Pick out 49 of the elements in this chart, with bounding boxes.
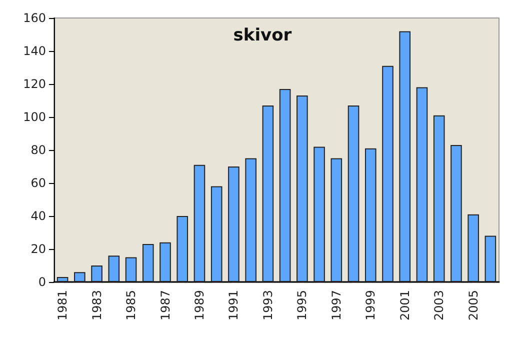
bar — [194, 164, 206, 282]
bar — [330, 158, 342, 282]
y-tick-label: 100 — [23, 110, 46, 124]
x-tick-label: 1983 — [90, 290, 104, 321]
x-tick-label: 1985 — [124, 290, 138, 321]
bar — [210, 186, 222, 282]
x-tick-label: 1987 — [158, 290, 172, 321]
bar — [125, 257, 137, 282]
y-tick-label: 20 — [30, 242, 46, 256]
x-tick-label: 1981 — [56, 290, 70, 321]
x-tick-label: 1995 — [295, 290, 310, 321]
bar — [91, 266, 102, 282]
bar — [142, 244, 154, 282]
bar — [416, 87, 428, 282]
bar — [348, 105, 360, 282]
y-tick-label: 140 — [23, 44, 46, 58]
y-tick-label: 80 — [30, 143, 46, 157]
x-tick-label: 2005 — [466, 290, 480, 321]
bar — [74, 272, 86, 282]
bar — [468, 214, 479, 282]
x-tick-label: 1991 — [226, 290, 241, 321]
x-tick-label: 1999 — [364, 290, 378, 321]
bar — [364, 148, 376, 282]
bar — [160, 242, 171, 282]
bar — [176, 216, 188, 282]
bar — [433, 115, 445, 282]
bar — [108, 256, 120, 282]
bar — [399, 31, 411, 282]
x-tick-label: 1997 — [329, 290, 344, 321]
bar — [450, 145, 462, 282]
bar — [228, 166, 240, 282]
y-tick-label: 60 — [30, 176, 46, 190]
bar — [279, 88, 291, 282]
y-tick-label: 40 — [30, 209, 46, 223]
bar — [382, 66, 394, 282]
bar — [262, 105, 274, 282]
y-tick-label: 120 — [23, 77, 46, 91]
y-tick-label: 0 — [38, 275, 46, 289]
x-tick-label: 2003 — [432, 290, 446, 321]
bar — [245, 158, 256, 282]
x-tick-label: 1989 — [192, 290, 206, 321]
bar — [56, 277, 68, 282]
bar — [484, 236, 496, 282]
x-tick-label: 1993 — [260, 290, 275, 321]
y-tick-label: 160 — [23, 11, 46, 25]
bar — [296, 96, 308, 282]
chart-title: skivor — [233, 26, 292, 46]
x-tick-label: 2001 — [398, 290, 412, 321]
bar — [314, 146, 325, 282]
